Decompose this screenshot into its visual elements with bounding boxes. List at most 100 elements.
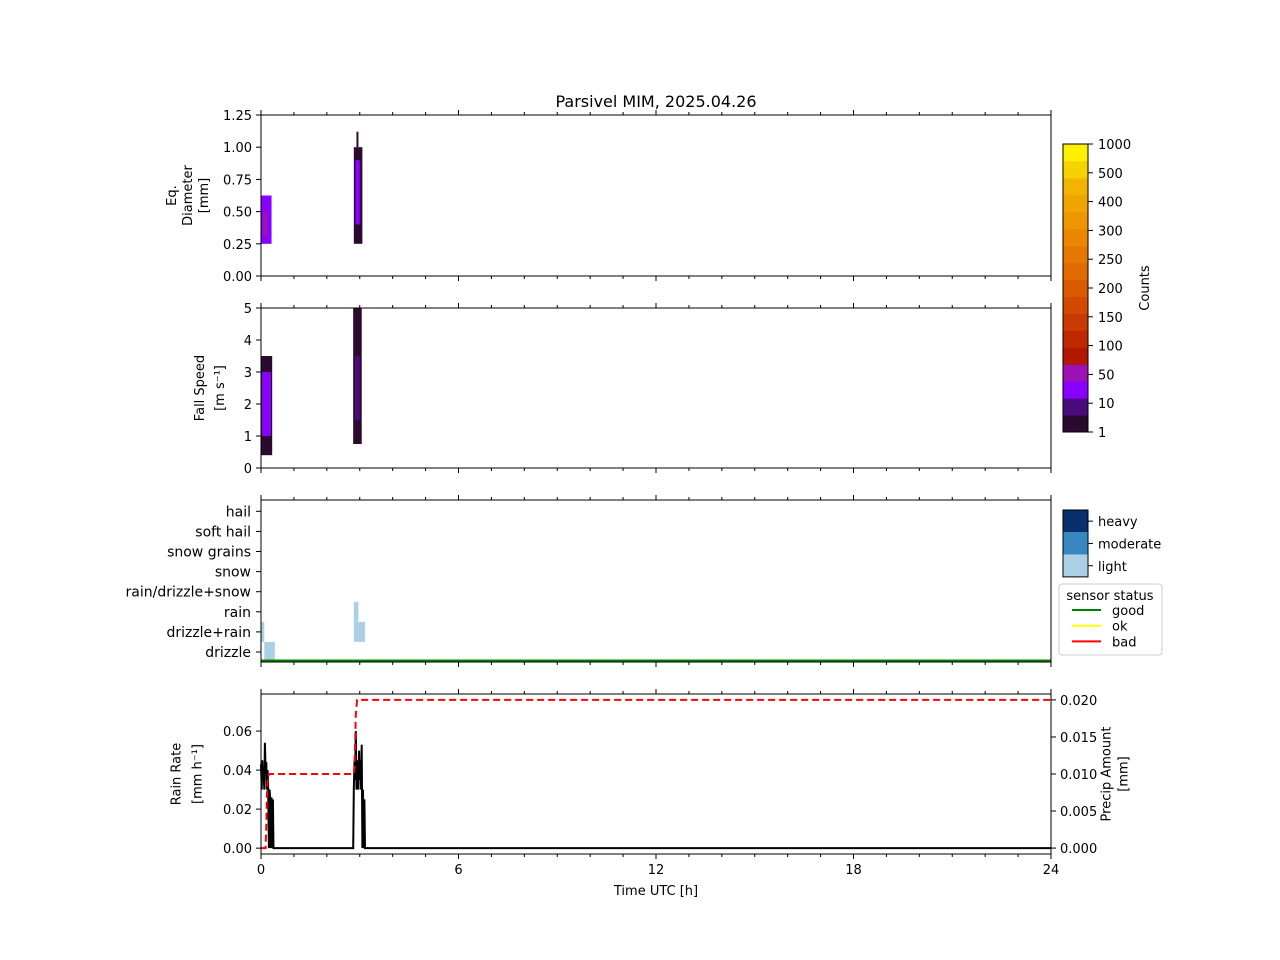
intensity-swatch [1063,554,1088,577]
colorbar-band [1063,381,1088,399]
precip-type-bar [264,642,275,662]
precip-amount-ylabel: Precip Amount [1100,727,1115,822]
intensity-legend: heavy moderate light [1062,509,1161,578]
rain-rate-ytick-label: 0.02 [223,803,252,818]
precip-amount-ylabel: [mm] [1117,756,1132,791]
rain-rate-ylabel: [mm h⁻¹] [191,744,206,804]
precip-amount-ytick-label: 0.020 [1060,694,1097,709]
fall-speed-ytick-label: 2 [244,398,252,413]
fall-speed-panel: 0 1 2 3 4 5 Fall Speed [m s⁻¹] [193,302,1052,477]
fall-speed-ylabel: [m s⁻¹] [213,365,228,411]
colorbar-band [1063,279,1088,297]
intensity-swatch [1063,510,1088,533]
rain-panel: 0 6 12 18 24 0.00 0.02 0.04 0.06 0.000 0.005 0.010 0… [170,689,1132,878]
diameter-cell [355,160,360,225]
colorbar-tick-label: 200 [1098,282,1123,297]
x-tick-label: 6 [454,863,462,878]
x-tick-label: 24 [1043,863,1060,878]
intensity-swatch [1063,532,1088,555]
precip-type-category-label: snow [215,565,251,581]
precip-type-category-label: rain/drizzle+snow [126,585,251,601]
colorbar-tick-label: 500 [1098,167,1123,182]
status-legend-label: ok [1112,620,1128,635]
colorbar-band [1063,364,1088,382]
colorbar-band [1063,144,1088,162]
fall-speed-ytick-label: 4 [244,334,252,349]
colorbar-band [1063,160,1088,179]
colorbar-band [1063,177,1088,196]
rain-frame [260,693,1052,855]
precip-amount-ytick-label: 0.010 [1060,768,1097,783]
colorbar-tick-label: 400 [1098,196,1123,211]
diameter-ytick-label: 0.75 [223,173,252,188]
colorbar-band [1063,330,1088,348]
colorbar-tick-label: 1000 [1098,138,1131,153]
status-legend-title: sensor status [1066,589,1153,604]
status-legend-label: good [1112,604,1144,619]
precip-type-bar [353,601,359,622]
diameter-ytick-label: 0.25 [223,238,252,253]
colorbar-band [1063,194,1088,213]
colorbar-band [1063,313,1088,331]
fall-speed-ytick-label: 5 [244,302,252,317]
diameter-cell [262,211,268,237]
diameter-cell [356,131,359,148]
diameter-frame [260,114,1052,277]
precip-amount-line [261,698,1051,850]
colorbar-band [1063,415,1088,433]
colorbar-label: Counts [1138,265,1153,311]
rain-rate-ylabel: Rain Rate [170,743,185,806]
status-legend-box [1058,583,1163,656]
fall-speed-ylabel: Fall Speed [193,355,208,421]
diameter-ylabel: Eq. [165,185,180,206]
rain-rate-ytick-label: 0.00 [223,842,252,857]
fall-speed-cell [354,356,360,420]
x-tick-label: 18 [845,863,862,878]
colorbar-band [1063,347,1088,365]
colorbar-tick-label: 1 [1098,426,1106,441]
diameter-ylabel: Diameter [181,165,196,226]
diameter-ylabel: [mm] [197,178,212,213]
precip-type-panel: drizzle drizzle+rain rain rain/drizzle+snow… [126,495,1052,667]
rain-rate-ytick-label: 0.06 [223,725,252,740]
colorbar-band [1063,262,1088,281]
counts-colorbar: 1 10 50 100 150 200 250 300 400 500 1000 Counts [1062,138,1153,441]
x-tick-label: 0 [257,863,265,878]
precip-type-category-label: rain [224,605,251,621]
colorbar-tick-label: 100 [1098,340,1123,355]
colorbar-band [1063,245,1088,264]
fall-speed-ytick-label: 1 [244,430,252,445]
colorbar-tick-label: 250 [1098,253,1123,268]
colorbar-band [1063,211,1088,230]
diameter-ytick-label: 0.00 [223,270,252,285]
intensity-label: heavy [1098,515,1138,530]
precip-type-category-label: drizzle+rain [166,625,251,641]
x-axis-label: Time UTC [h] [613,884,698,899]
rain-rate-ytick-label: 0.04 [223,764,252,779]
status-legend-label: bad [1112,635,1136,650]
fall-speed-frame [260,307,1052,469]
fall-speed-ytick-label: 3 [244,366,252,381]
precip-type-category-label: drizzle [205,645,251,661]
fall-speed-cell [261,372,271,436]
precip-type-category-label: soft hail [195,524,251,540]
precip-type-frame [260,499,1052,663]
diameter-panel: 0.00 0.25 0.50 0.75 1.00 1.25 Eq. Diameter [mm] [165,109,1052,285]
fall-speed-ytick-label: 0 [244,462,252,477]
colorbar-band [1063,228,1088,247]
colorbar-tick-label: 50 [1098,368,1115,383]
precip-type-category-label: snow grains [167,545,251,561]
colorbar-band [1063,296,1088,314]
precip-amount-ytick-label: 0.015 [1060,731,1097,746]
colorbar-tick-label: 150 [1098,311,1123,326]
diameter-ytick-label: 1.25 [223,109,252,124]
diameter-ytick-label: 1.00 [223,141,252,156]
intensity-frame [1062,509,1089,578]
colorbar-tick-label: 300 [1098,224,1123,239]
x-tick-label: 12 [648,863,665,878]
precip-type-category-label: hail [226,504,251,520]
figure-title: Parsivel MIM, 2025.04.26 [555,92,756,111]
precip-amount-ytick-label: 0.000 [1060,842,1097,857]
